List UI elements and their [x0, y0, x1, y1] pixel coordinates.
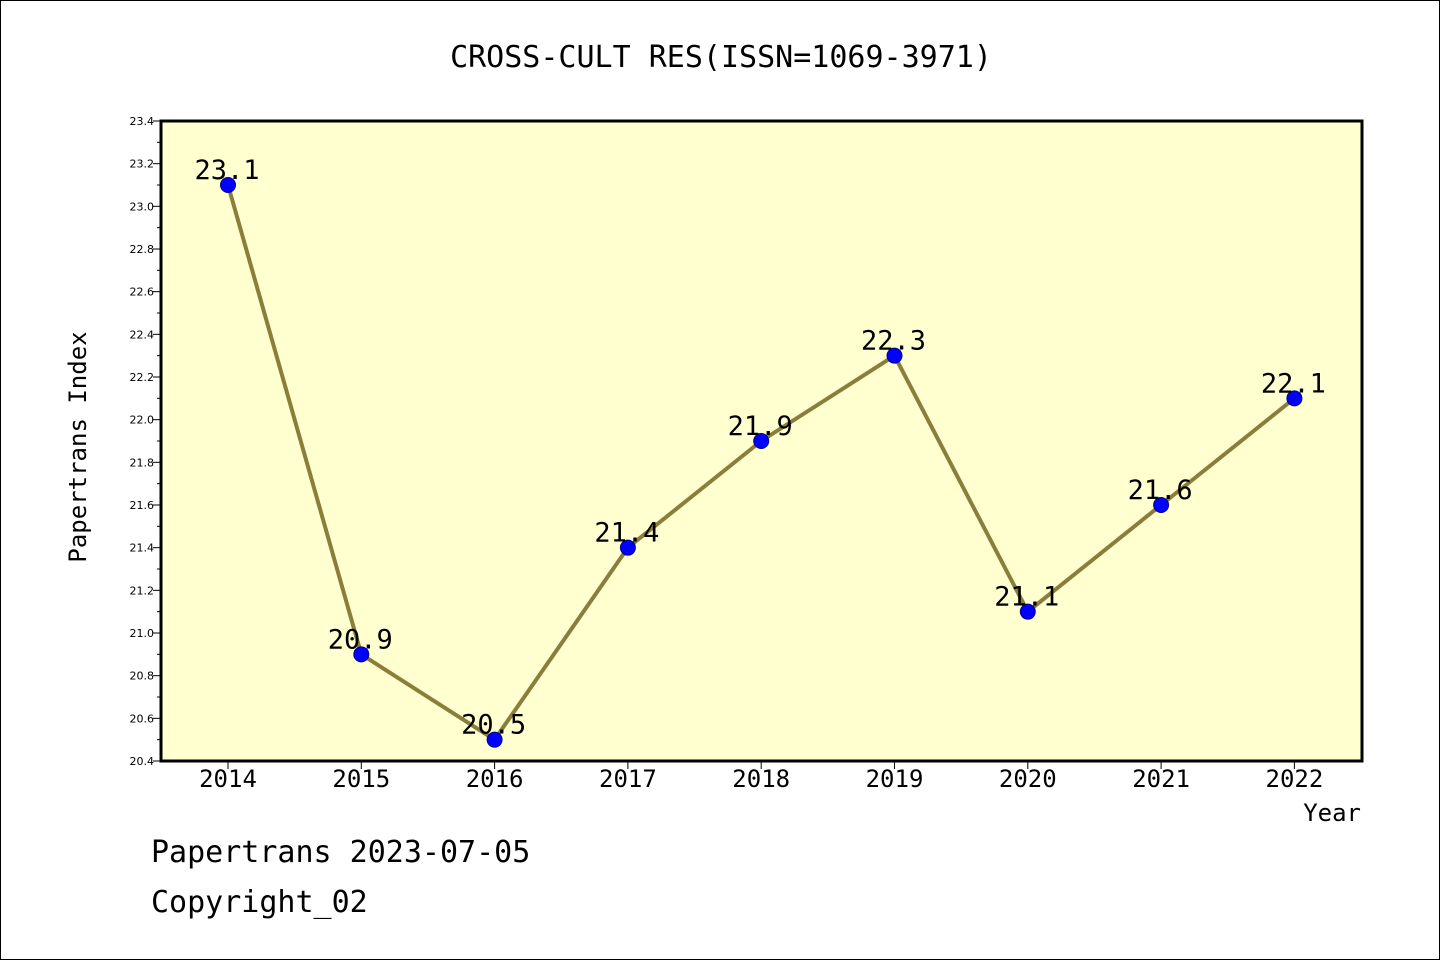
- x-tick-label: 2020: [999, 765, 1057, 793]
- y-tick-label: 23.4: [130, 115, 155, 128]
- y-tick-label: 22.0: [130, 414, 155, 427]
- data-label: 22.1: [1261, 368, 1326, 399]
- footer-date: Papertrans 2023-07-05: [151, 835, 531, 870]
- data-point: [1286, 390, 1303, 407]
- y-tick-label: 20.6: [130, 712, 155, 725]
- x-tick-label: 2015: [332, 765, 390, 793]
- y-tick-label: 21.6: [130, 499, 155, 512]
- x-tick-label: 2016: [466, 765, 524, 793]
- y-tick-label: 22.2: [130, 371, 155, 384]
- data-point: [486, 731, 503, 748]
- y-tick-label: 23.2: [130, 158, 155, 171]
- data-point: [1019, 603, 1036, 620]
- y-tick-label: 23.0: [130, 200, 155, 213]
- x-tick-label: 2018: [732, 765, 790, 793]
- data-label: 21.6: [1128, 475, 1193, 506]
- data-point: [886, 347, 903, 364]
- x-tick-label: 2014: [199, 765, 257, 793]
- data-labels: 23.1 20.9 20.5 21.4 21.9 22.3 21.1 21.6 22.1: [194, 155, 1325, 741]
- x-tick-label: 2021: [1132, 765, 1190, 793]
- footer-copyright: Copyright_02: [151, 885, 368, 920]
- y-tick-label: 21.0: [130, 627, 155, 640]
- data-label: 23.1: [194, 155, 259, 186]
- data-label: 20.5: [461, 710, 526, 741]
- data-label: 21.4: [594, 518, 659, 549]
- y-axis-label: Papertrans Index: [64, 331, 92, 562]
- y-tick-label: 21.4: [130, 542, 155, 555]
- data-point: [753, 433, 770, 449]
- data-label: 21.1: [994, 582, 1059, 613]
- data-point: [353, 646, 370, 663]
- y-tick-label: 22.4: [130, 328, 155, 341]
- y-axis: 20.4 20.6 20.8 21.0 21.2 21.4 21.6 21.8 22.0 22.2…: [130, 115, 161, 768]
- y-tick-label: 21.2: [130, 584, 155, 597]
- data-label: 22.3: [861, 326, 926, 357]
- data-point: [619, 539, 636, 556]
- x-tick-label: 2019: [866, 765, 924, 793]
- x-tick-label: 2017: [599, 765, 657, 793]
- data-point: [220, 177, 236, 193]
- x-axis: 2014 2015 2016 2017 2018 2019 2020 2021 2022: [199, 761, 1323, 793]
- y-tick-label: 22.8: [130, 243, 155, 256]
- data-label: 21.9: [728, 411, 793, 442]
- x-axis-label: Year: [1303, 799, 1361, 827]
- y-tick-label: 20.4: [130, 755, 155, 768]
- y-tick-label: 21.8: [130, 456, 155, 469]
- data-label: 20.9: [328, 624, 393, 655]
- x-tick-label: 2022: [1266, 765, 1324, 793]
- y-tick-label: 22.6: [130, 286, 155, 299]
- data-points: [220, 177, 1303, 748]
- chart-title: CROSS-CULT RES(ISSN=1069-3971): [450, 40, 992, 75]
- y-tick-label: 20.8: [130, 670, 155, 683]
- data-point: [1153, 497, 1170, 513]
